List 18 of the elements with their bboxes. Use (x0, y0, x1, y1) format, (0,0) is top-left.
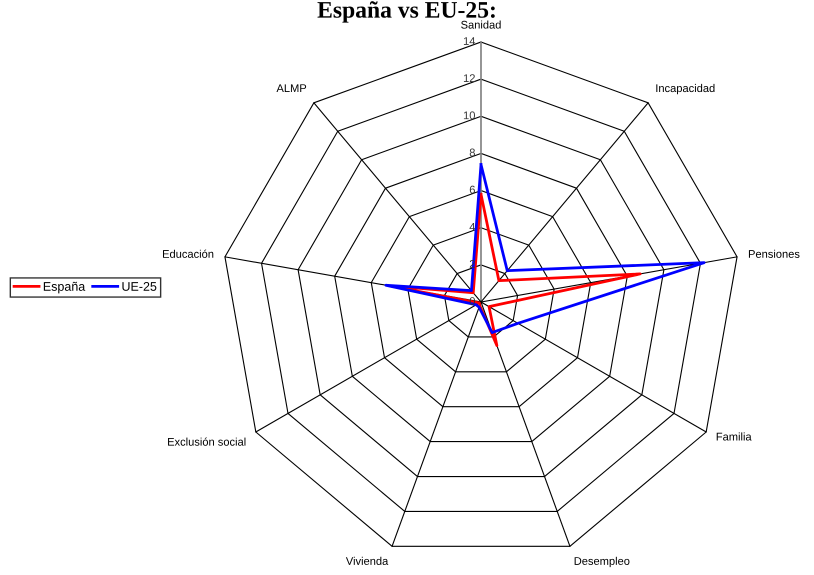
spoke-label: Incapacidad (656, 84, 714, 94)
y-tick-label: 10 (464, 111, 475, 120)
spoke-label: Exclusión social (168, 437, 246, 446)
legend-label: UE-25 (122, 282, 156, 291)
spoke-label: ALMP (276, 84, 306, 92)
y-tick-label: 4 (470, 222, 476, 231)
spoke-label: Vivienda (346, 556, 388, 565)
spoke-label: Familia (716, 432, 752, 441)
y-tick-label: 8 (470, 148, 475, 156)
legend-label: España (44, 282, 86, 294)
y-tick-label: 14 (464, 37, 476, 45)
y-tick-label: 6 (470, 186, 475, 194)
spoke-label: Educación (163, 250, 214, 258)
spoke-label: Sanidad (461, 20, 501, 29)
y-tick-label: 12 (464, 74, 475, 82)
spoke-label: Desempleo (574, 556, 630, 568)
y-tick-label: 0 (470, 297, 475, 305)
spoke-label: Pensiones (748, 250, 800, 258)
